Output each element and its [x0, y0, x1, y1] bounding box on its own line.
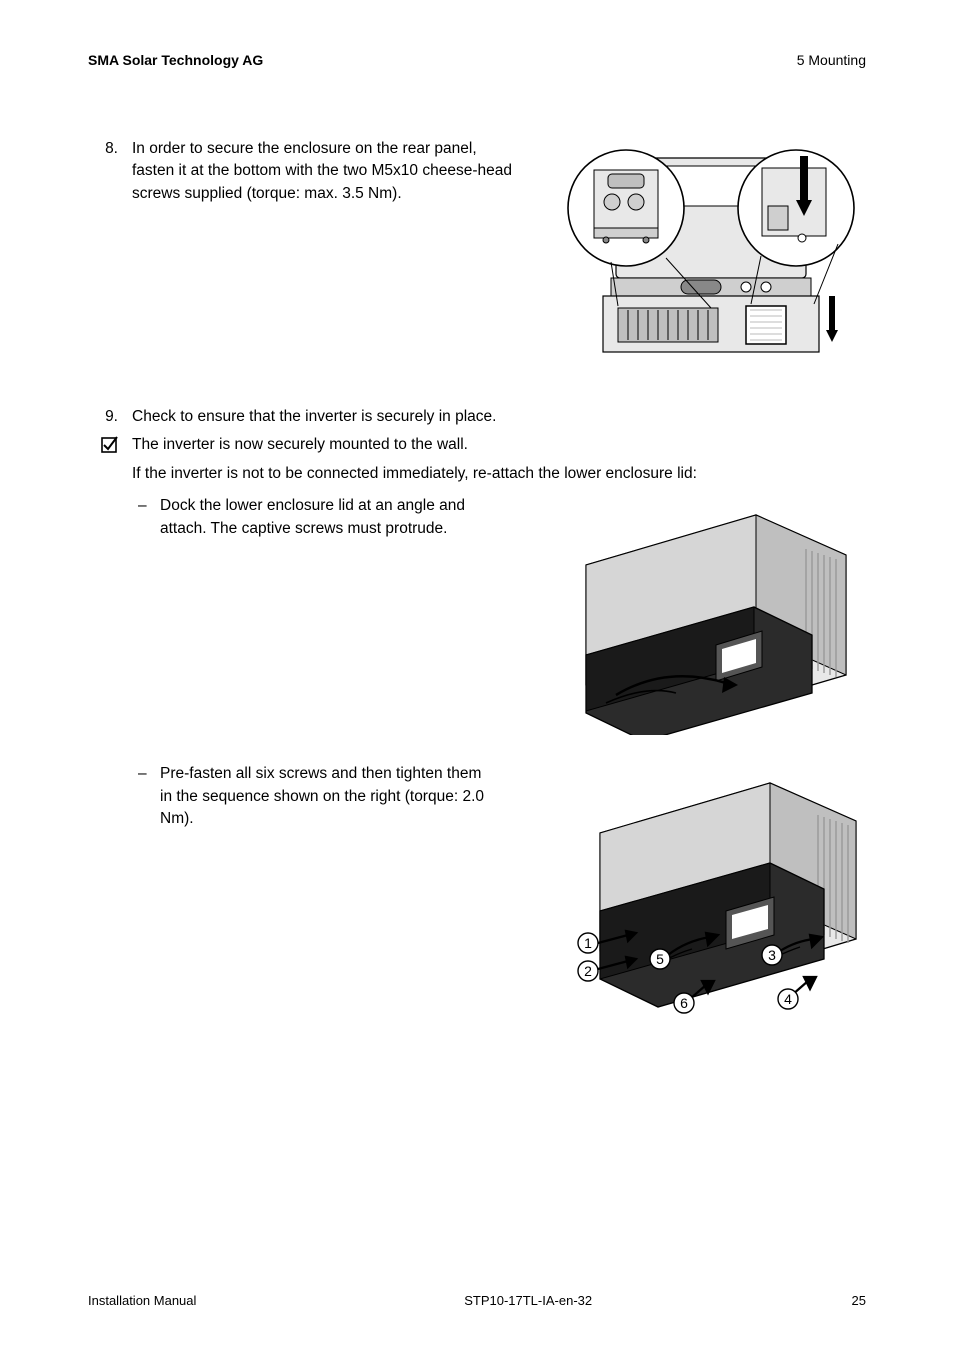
header-company: SMA Solar Technology AG [88, 52, 263, 68]
figure-dock-lid [566, 495, 866, 735]
screw-label-2: 2 [584, 963, 592, 979]
page: SMA Solar Technology AG 5 Mounting 8. In… [0, 0, 954, 1352]
checkbox-icon [88, 434, 132, 456]
bullet-1-dash: – [132, 495, 160, 540]
page-header: SMA Solar Technology AG 5 Mounting [88, 52, 866, 68]
step-9: 9. Check to ensure that the inverter is … [88, 406, 866, 428]
figure-rear-panel [556, 138, 866, 378]
bullet-2: – Pre-fasten all six screws and then tig… [132, 763, 490, 830]
step-8-text: In order to secure the enclosure on the … [132, 138, 512, 205]
screw-label-5: 5 [656, 951, 664, 967]
content: 8. In order to secure the enclosure on t… [88, 138, 866, 1051]
bullet-1-row: – Dock the lower enclosure lid at an ang… [132, 495, 866, 735]
result-check: The inverter is now securely mounted to … [88, 434, 866, 1051]
figure-screw-sequence: 1 2 5 6 3 4 [566, 763, 866, 1023]
screw-label-6: 6 [680, 995, 688, 1011]
step-8-number: 8. [88, 138, 132, 160]
screw-label-4: 4 [784, 991, 792, 1007]
step-8-row: 8. In order to secure the enclosure on t… [88, 138, 866, 378]
header-section: 5 Mounting [797, 52, 866, 68]
bullet-1-text: Dock the lower enclosure lid at an angle… [160, 495, 490, 540]
bullet-1: – Dock the lower enclosure lid at an ang… [132, 495, 490, 540]
footer-center: STP10-17TL-IA-en-32 [464, 1293, 592, 1308]
footer-right: 25 [852, 1293, 866, 1308]
bullet-2-dash: – [132, 763, 160, 830]
step-8: 8. In order to secure the enclosure on t… [88, 138, 512, 205]
step-9-number: 9. [88, 406, 132, 428]
check-line2: If the inverter is not to be connected i… [132, 463, 866, 485]
screw-label-1: 1 [584, 935, 592, 951]
page-footer: Installation Manual 25 STP10-17TL-IA-en-… [88, 1293, 866, 1308]
bullet-2-text: Pre-fasten all six screws and then tight… [160, 763, 490, 830]
footer-left: Installation Manual [88, 1293, 196, 1308]
bullet-2-row: – Pre-fasten all six screws and then tig… [132, 763, 866, 1023]
check-line1: The inverter is now securely mounted to … [132, 434, 866, 456]
screw-label-3: 3 [768, 947, 776, 963]
step-9-text: Check to ensure that the inverter is sec… [132, 406, 866, 428]
